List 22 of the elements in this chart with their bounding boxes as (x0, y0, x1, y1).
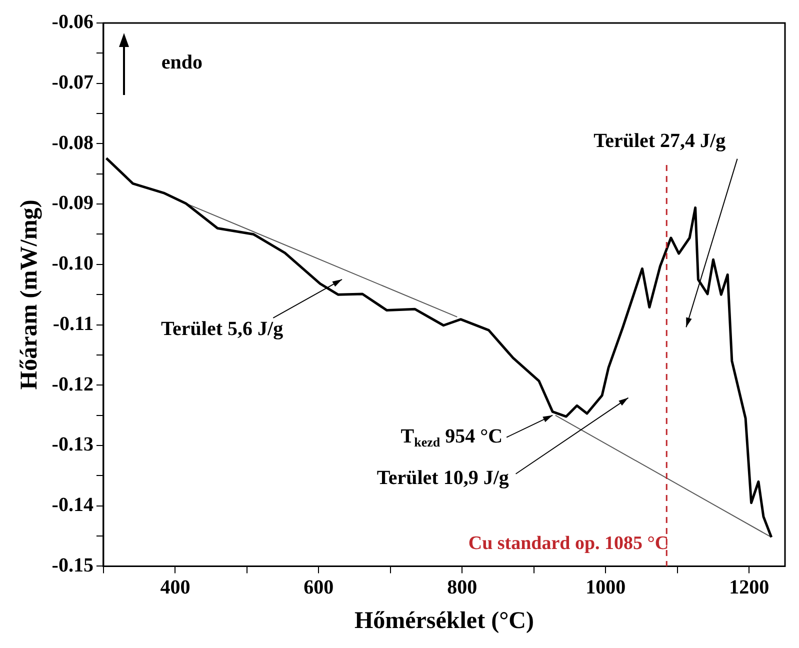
y-tick-label: -0.15 (52, 554, 94, 576)
y-tick-label: -0.11 (52, 312, 94, 335)
x-tick-label: 800 (447, 576, 478, 598)
y-tick-label: -0.13 (52, 434, 94, 456)
y-tick-label: -0.07 (52, 72, 94, 94)
y-tick-label: -0.09 (52, 192, 94, 214)
y-axis-title: Hőáram (mW/mg) (16, 200, 43, 390)
x-tick-label: 1000 (586, 576, 626, 598)
x-tick-label: 400 (160, 576, 190, 598)
annotation: Terület 27,4 J/g (594, 130, 726, 152)
annotation: Terület 10,9 J/g (376, 466, 509, 489)
y-tick-label: -0.06 (52, 11, 94, 34)
x-tick-label: 600 (304, 576, 334, 598)
annotation: Terület 5,6 J/g (161, 318, 284, 340)
y-tick-label: -0.08 (52, 132, 94, 154)
y-tick-label: -0.10 (52, 252, 94, 275)
x-tick-label: 1200 (729, 576, 770, 598)
x-axis-title: Hőmérséklet (°C) (354, 608, 534, 634)
y-tick-label: -0.14 (52, 494, 94, 516)
annotation: endo (161, 51, 203, 74)
ref-line-label: Cu standard op. 1085 °C (468, 533, 669, 554)
y-tick-label: -0.12 (52, 373, 94, 396)
